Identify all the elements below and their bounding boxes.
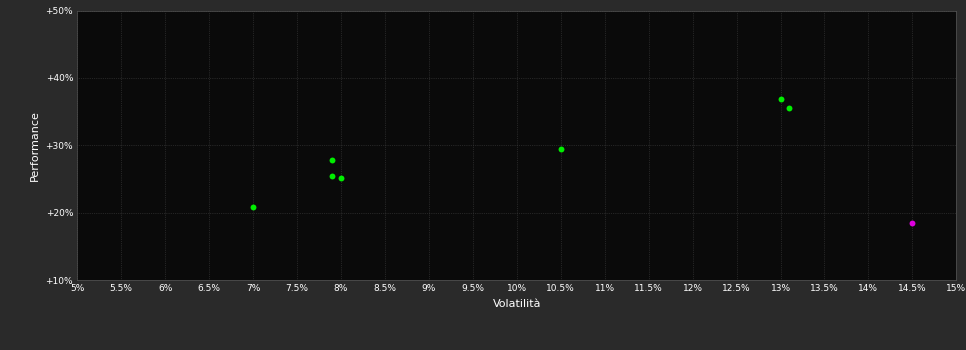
Point [245,204,261,210]
Point [554,146,569,152]
X-axis label: Volatilità: Volatilità [493,299,541,309]
Y-axis label: Performance: Performance [30,110,40,181]
Point [904,220,920,225]
Point [325,173,340,178]
Point [781,105,797,111]
Point [773,97,788,102]
Point [333,175,349,180]
Point [325,157,340,163]
